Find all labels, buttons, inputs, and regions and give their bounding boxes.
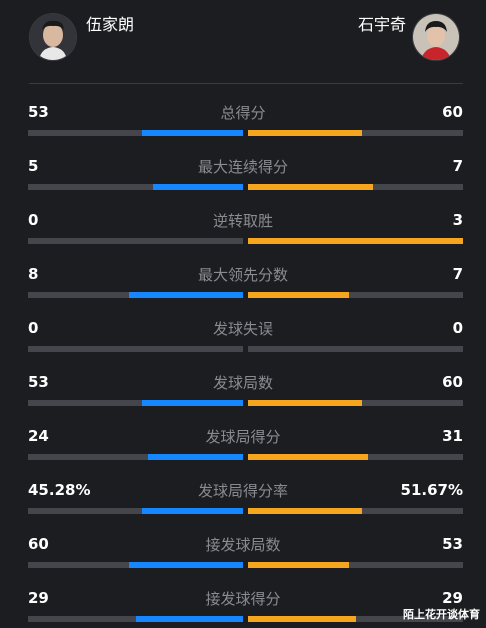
left-value: 29 <box>28 589 49 607</box>
stat-label: 逆转取胜 <box>212 212 273 230</box>
left-value: 24 <box>28 427 49 445</box>
stat-label: 发球失误 <box>212 320 273 338</box>
stat-row-service-points: 24 发球局得分 31 <box>0 424 486 464</box>
stat-row-service-point-rate: 45.28% 发球局得分率 51.67% <box>0 478 486 518</box>
left-bar <box>28 184 243 190</box>
stat-row-receive-points: 29 接发球得分 29 <box>0 586 486 626</box>
player-photo-icon <box>30 14 76 60</box>
left-bar <box>28 562 243 568</box>
left-value: 5 <box>28 157 39 175</box>
right-bar <box>248 292 463 298</box>
right-bar-fill <box>248 130 362 136</box>
left-bar <box>28 130 243 136</box>
right-bar-fill <box>248 508 362 514</box>
right-bar-fill <box>248 454 369 460</box>
stat-row-total-points: 53 总得分 60 <box>0 100 486 140</box>
stat-row-comeback-wins: 0 逆转取胜 3 <box>0 208 486 248</box>
stat-row-receive-rounds: 60 接发球局数 53 <box>0 532 486 572</box>
right-bar-fill <box>248 562 350 568</box>
left-bar-fill <box>152 184 243 190</box>
left-value: 0 <box>28 319 39 337</box>
player-photo-icon <box>413 14 459 60</box>
watermark-text: 陌上花开谈体育 <box>403 608 480 621</box>
right-bar <box>248 238 463 244</box>
right-value: 3 <box>452 211 463 229</box>
right-bar-fill <box>248 184 373 190</box>
stat-row-max-lead: 8 最大领先分数 7 <box>0 262 486 302</box>
right-value: 0 <box>452 319 463 337</box>
player-header: 伍家朗 石宇奇 <box>0 0 486 84</box>
right-value: 51.67% <box>400 481 463 499</box>
right-bar <box>248 130 463 136</box>
left-bar <box>28 292 243 298</box>
left-bar <box>28 454 243 460</box>
right-value: 7 <box>452 265 463 283</box>
right-bar <box>248 508 463 514</box>
right-value: 53 <box>442 535 463 553</box>
avatar-right-player[interactable] <box>412 13 460 61</box>
right-bar-fill <box>248 238 463 244</box>
stat-label: 发球局得分率 <box>197 482 288 500</box>
left-value: 53 <box>28 103 49 121</box>
right-bar-fill <box>248 292 350 298</box>
left-bar <box>28 400 243 406</box>
left-value: 60 <box>28 535 49 553</box>
left-bar-fill <box>141 130 243 136</box>
stat-row-max-streak: 5 最大连续得分 7 <box>0 154 486 194</box>
right-value: 31 <box>442 427 463 445</box>
left-bar-fill <box>148 454 243 460</box>
stat-label: 接发球得分 <box>205 590 281 608</box>
right-bar <box>248 400 463 406</box>
right-bar <box>248 454 463 460</box>
left-player-name: 伍家朗 <box>86 15 135 34</box>
right-bar-fill <box>248 616 356 622</box>
stat-label: 最大领先分数 <box>197 266 288 284</box>
left-bar-fill <box>135 616 243 622</box>
right-player-name: 石宇奇 <box>357 15 406 34</box>
stat-label: 总得分 <box>220 104 266 122</box>
right-bar <box>248 562 463 568</box>
left-bar-fill <box>141 508 243 514</box>
left-value: 53 <box>28 373 49 391</box>
left-bar <box>28 238 243 244</box>
right-bar <box>248 616 463 622</box>
left-value: 8 <box>28 265 39 283</box>
left-bar <box>28 346 243 352</box>
stat-label: 发球局得分 <box>205 428 281 446</box>
right-value: 29 <box>442 589 463 607</box>
stat-label: 接发球局数 <box>205 536 281 554</box>
right-bar-fill <box>248 400 362 406</box>
left-bar-fill <box>129 562 243 568</box>
left-bar <box>28 508 243 514</box>
right-bar <box>248 346 463 352</box>
right-value: 60 <box>442 103 463 121</box>
header-divider <box>29 83 463 84</box>
stat-row-service-rounds: 53 发球局数 60 <box>0 370 486 410</box>
stat-label: 发球局数 <box>212 374 273 392</box>
left-value: 45.28% <box>28 481 91 499</box>
right-value: 60 <box>442 373 463 391</box>
stat-label: 最大连续得分 <box>197 158 288 176</box>
right-value: 7 <box>452 157 463 175</box>
left-bar <box>28 616 243 622</box>
stat-row-service-faults: 0 发球失误 0 <box>0 316 486 356</box>
left-value: 0 <box>28 211 39 229</box>
right-bar <box>248 184 463 190</box>
avatar-left-player[interactable] <box>29 13 77 61</box>
left-bar-fill <box>129 292 243 298</box>
left-bar-fill <box>141 400 243 406</box>
